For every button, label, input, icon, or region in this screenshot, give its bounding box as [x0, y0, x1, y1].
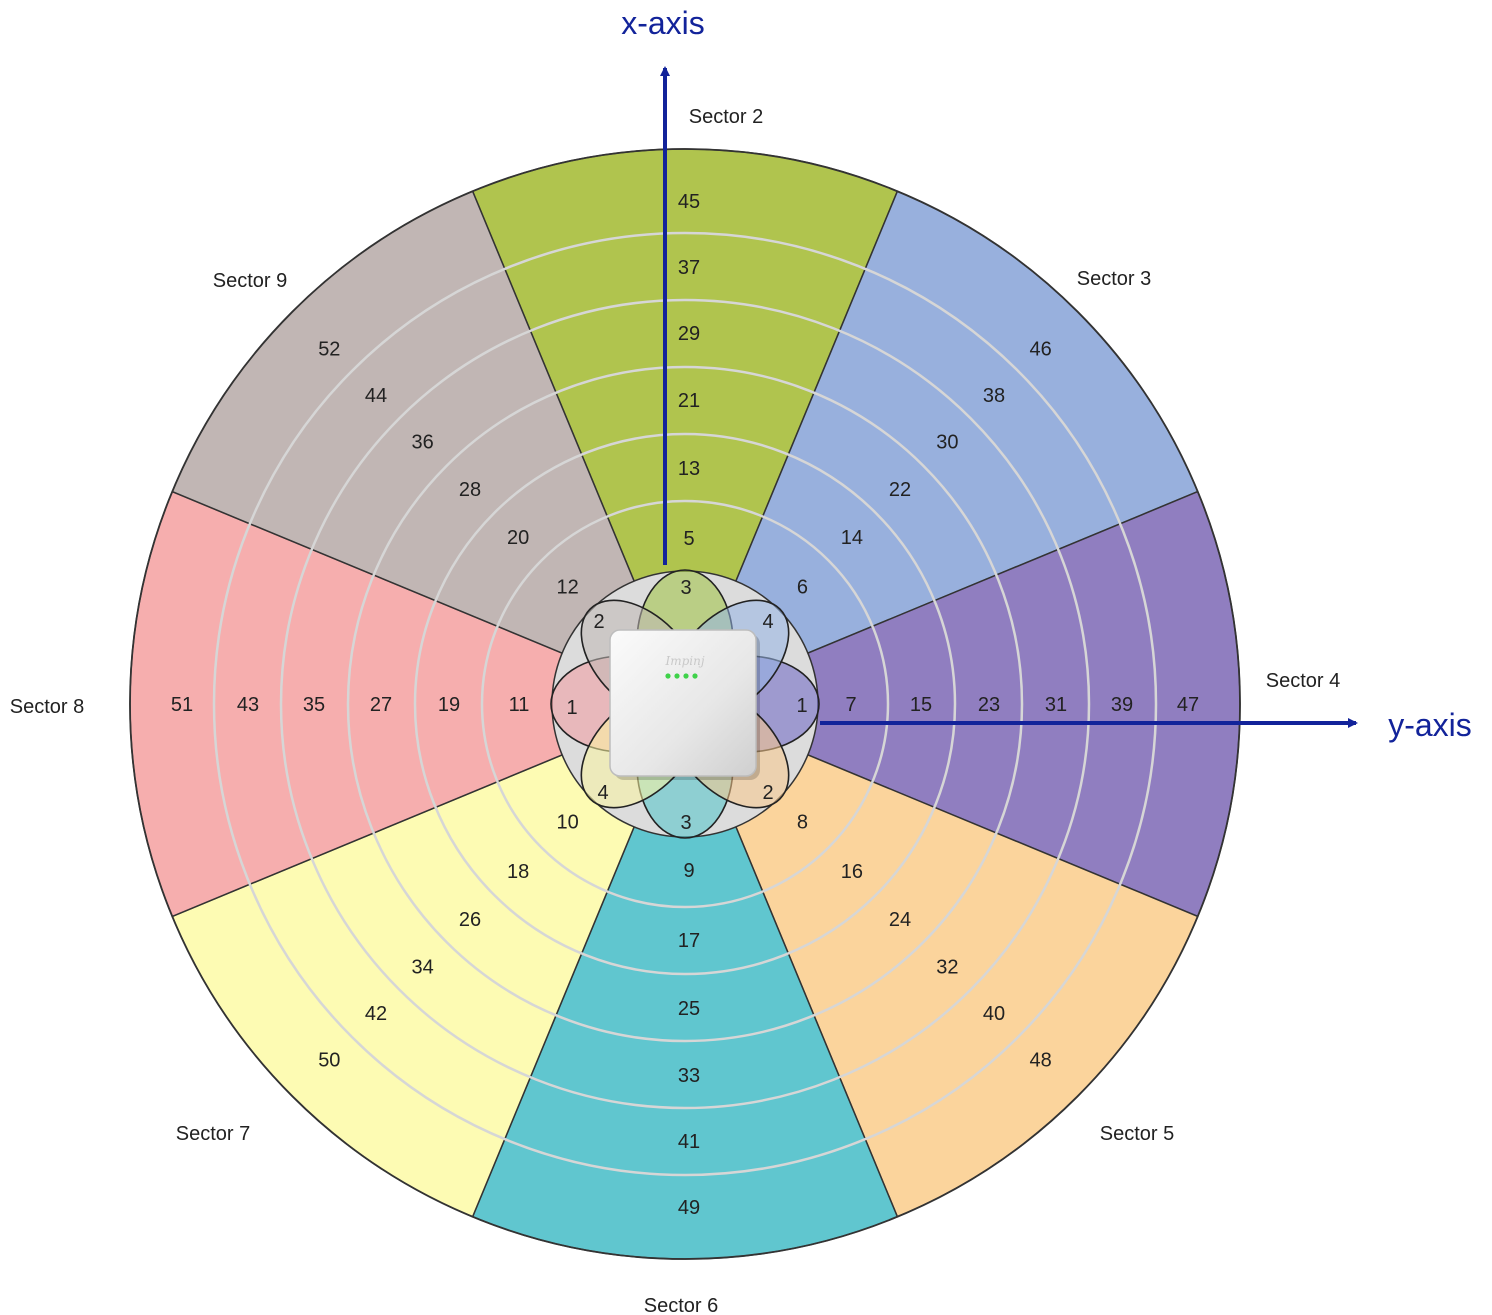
- zone-label: 35: [303, 694, 325, 716]
- reader-device: Impinj: [609, 629, 760, 780]
- zone-label: 18: [507, 861, 529, 883]
- zone-label: 40: [983, 1003, 1005, 1025]
- zone-label: 29: [678, 323, 700, 345]
- center-zone-label-top: 3: [680, 577, 691, 599]
- zone-label: 21: [678, 390, 700, 412]
- zone-label: 44: [365, 385, 387, 407]
- zone-label: 41: [678, 1131, 700, 1153]
- zone-label: 39: [1111, 694, 1133, 716]
- ring-line: [346, 365, 1024, 1043]
- zone-label: 15: [910, 694, 932, 716]
- center-zone-label-left: 1: [566, 697, 577, 719]
- zone-label: 34: [412, 956, 434, 978]
- device-led-icon: [692, 673, 698, 679]
- ring-line: [413, 432, 957, 976]
- sector-label-5: Sector 5: [1100, 1123, 1174, 1145]
- zone-label: 46: [1030, 338, 1052, 360]
- center-zone-label-right: 1: [796, 695, 807, 717]
- ring-line: [279, 298, 1091, 1110]
- device-led-icon: [665, 673, 671, 679]
- device-brand-logo: Impinj: [664, 654, 704, 668]
- zone-label: 22: [889, 479, 911, 501]
- zone-label: 6: [797, 577, 808, 599]
- x-axis-label: x-axis: [621, 5, 705, 41]
- zone-label: 11: [509, 694, 530, 716]
- zone-label: 51: [171, 694, 193, 716]
- zone-label: 19: [438, 694, 460, 716]
- zone-label: 10: [556, 811, 578, 833]
- zone-label: 33: [678, 1065, 700, 1087]
- zone-label: 14: [841, 527, 863, 549]
- zone-label: 13: [678, 458, 700, 480]
- sector-label-4: Sector 4: [1266, 670, 1340, 692]
- y-axis-label: y-axis: [1388, 707, 1472, 743]
- outer-boundary: [129, 148, 1241, 1260]
- zone-label: 32: [936, 956, 958, 978]
- sector-label-3: Sector 3: [1077, 268, 1151, 290]
- center-zone-label-upper-right: 4: [762, 611, 773, 633]
- sector-label-7: Sector 7: [176, 1123, 250, 1145]
- zone-label: 25: [678, 998, 700, 1020]
- zone-label: 26: [459, 909, 481, 931]
- zone-label: 28: [459, 479, 481, 501]
- zone-label: 31: [1045, 694, 1067, 716]
- sector-label-9: Sector 9: [213, 270, 287, 292]
- ring-lines: [129, 148, 1241, 1260]
- zone-label: 20: [507, 527, 529, 549]
- zone-label: 5: [683, 528, 694, 550]
- zone-label: 47: [1177, 694, 1199, 716]
- zone-label: 50: [318, 1050, 340, 1072]
- zone-label: 27: [370, 694, 392, 716]
- zone-label: 17: [678, 930, 700, 952]
- zone-label: 48: [1030, 1050, 1052, 1072]
- zone-label: 24: [889, 909, 911, 931]
- center-zone-label-bottom: 3: [680, 812, 691, 834]
- zone-label: 23: [978, 694, 1000, 716]
- device-body: [609, 629, 757, 777]
- center-zone-label-lower-right: 2: [762, 782, 773, 804]
- zone-label: 30: [936, 432, 958, 454]
- axes: x-axis y-axis: [621, 5, 1472, 743]
- zone-label: 43: [237, 694, 259, 716]
- zone-label: 38: [983, 385, 1005, 407]
- zone-label: 12: [556, 577, 578, 599]
- zone-label: 16: [841, 861, 863, 883]
- zone-label: 36: [412, 432, 434, 454]
- sector-labels: Sector 2 Sector 3 Sector 4 Sector 5 Sector 6…: [10, 106, 1340, 1315]
- zone-label: 52: [318, 338, 340, 360]
- center-zone-label-upper-left: 2: [593, 611, 604, 633]
- zone-label: 42: [365, 1003, 387, 1025]
- sector-label-8: Sector 8: [10, 696, 84, 718]
- zone-label: 8: [797, 811, 808, 833]
- device-led-icon: [674, 673, 680, 679]
- center-zone-label-lower-left: 4: [597, 782, 608, 804]
- ring-line: [480, 499, 890, 909]
- zone-label: 9: [683, 860, 694, 882]
- sector-label-2: Sector 2: [689, 106, 763, 128]
- sector-label-6: Sector 6: [644, 1295, 718, 1315]
- zone-label: 45: [678, 191, 700, 213]
- zone-label: 49: [678, 1197, 700, 1219]
- zone-label: 37: [678, 257, 700, 279]
- device-led-icon: [683, 673, 689, 679]
- zone-label: 7: [845, 694, 856, 716]
- ring-line: [212, 231, 1158, 1177]
